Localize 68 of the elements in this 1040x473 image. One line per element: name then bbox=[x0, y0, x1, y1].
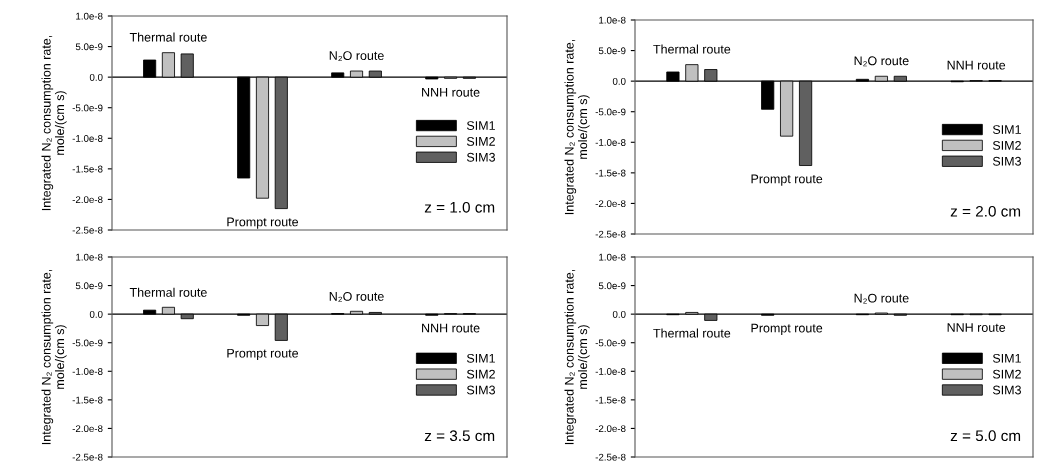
legend-label: SIM2 bbox=[992, 369, 1021, 379]
y-tick-label: -5.0e-9 bbox=[72, 339, 103, 347]
annotation: N₂O route bbox=[854, 293, 909, 304]
annotation: N₂O route bbox=[329, 51, 384, 61]
legend-label: SIM3 bbox=[466, 152, 495, 162]
annotation: Thermal route bbox=[653, 328, 731, 338]
annotation: Thermal route bbox=[129, 32, 207, 42]
annotation: z = 5.0 cm bbox=[950, 430, 1021, 442]
y-tick-label: -5.0e-9 bbox=[595, 108, 626, 116]
y-tick-label: -2.5e-8 bbox=[595, 453, 626, 461]
y-tick-label: 1.0e-8 bbox=[599, 16, 626, 24]
y-tick-label: -1.0e-8 bbox=[595, 368, 626, 375]
legend-label: SIM2 bbox=[992, 140, 1021, 150]
annotation: Prompt route bbox=[751, 323, 823, 335]
y-tick-label: -1.0e-8 bbox=[595, 139, 626, 146]
y-tick-label: -1.5e-8 bbox=[72, 165, 103, 173]
y-tick-label: 5.0e-9 bbox=[75, 282, 103, 290]
y-tick-label: -5.0e-9 bbox=[72, 104, 103, 112]
annotation: N₂O route bbox=[329, 291, 384, 302]
y-tick-label: -1.5e-8 bbox=[72, 396, 103, 404]
y-tick-label: 0.0 bbox=[89, 310, 103, 318]
y-tick-label: -1.0e-8 bbox=[72, 368, 103, 375]
legend-label: SIM2 bbox=[466, 136, 495, 146]
annotation: Prompt route bbox=[227, 217, 299, 229]
y-tick-label: -2.0e-8 bbox=[72, 196, 103, 204]
y-tick-label: 1.0e-8 bbox=[76, 253, 103, 261]
annotation: z = 3.5 cm bbox=[424, 430, 495, 442]
annotation: Prompt route bbox=[751, 174, 823, 186]
y-tick-label: -2.5e-8 bbox=[72, 453, 103, 461]
y-tick-label: 0.0 bbox=[89, 73, 103, 81]
legend-label: SIM1 bbox=[466, 353, 495, 363]
annotation: N₂O route bbox=[854, 56, 909, 67]
y-tick-label: 1.0e-8 bbox=[599, 253, 626, 261]
y-tick-label: -1.5e-8 bbox=[595, 169, 626, 177]
y-tick-label: 0.0 bbox=[612, 77, 626, 85]
y-tick-label: -2.0e-8 bbox=[595, 200, 626, 208]
y-tick-label: -2.5e-8 bbox=[72, 226, 103, 234]
y-tick-label: -2.0e-8 bbox=[595, 425, 626, 433]
y-axis-title: Integrated N₂ consumption rate, mole/(cm s) bbox=[564, 39, 590, 215]
y-tick-label: -1.5e-8 bbox=[595, 396, 626, 404]
annotation: z = 2.0 cm bbox=[950, 205, 1021, 217]
legend-label: SIM3 bbox=[992, 156, 1021, 166]
y-axis-title: Integrated N₂ consumption rate, mole/(cm s) bbox=[564, 269, 590, 445]
legend-label: SIM3 bbox=[992, 385, 1021, 395]
annotation: NNH route bbox=[947, 60, 1006, 70]
y-tick-label: -1.0e-8 bbox=[72, 135, 103, 142]
y-tick-label: 1.0e-8 bbox=[76, 12, 103, 20]
annotation: NNH route bbox=[422, 323, 480, 333]
y-tick-label: -2.5e-8 bbox=[595, 230, 626, 238]
y-tick-label: 5.0e-9 bbox=[75, 43, 103, 51]
y-tick-label: 5.0e-9 bbox=[598, 47, 626, 55]
legend-label: SIM2 bbox=[466, 369, 495, 379]
annotation: z = 1.0 cm bbox=[424, 201, 495, 213]
y-tick-label: 0.0 bbox=[612, 310, 626, 318]
legend-label: SIM1 bbox=[466, 121, 495, 130]
legend-label: SIM1 bbox=[992, 353, 1021, 363]
legend-label: SIM3 bbox=[466, 385, 495, 395]
y-tick-label: -2.0e-8 bbox=[72, 425, 103, 433]
y-axis-title: Integrated N₂ consumption rate, mole/(cm s) bbox=[41, 35, 67, 211]
legend-label: SIM1 bbox=[992, 125, 1021, 134]
annotation: Prompt route bbox=[227, 348, 299, 361]
y-tick-label: -5.0e-9 bbox=[595, 339, 626, 347]
y-tick-label: 5.0e-9 bbox=[598, 282, 626, 290]
annotation: NNH route bbox=[422, 88, 480, 97]
annotation: NNH route bbox=[947, 323, 1006, 332]
annotation: Thermal route bbox=[653, 44, 731, 54]
annotation: Thermal route bbox=[129, 287, 207, 297]
y-axis-title: Integrated N₂ consumption rate, mole/(cm s) bbox=[41, 269, 67, 445]
